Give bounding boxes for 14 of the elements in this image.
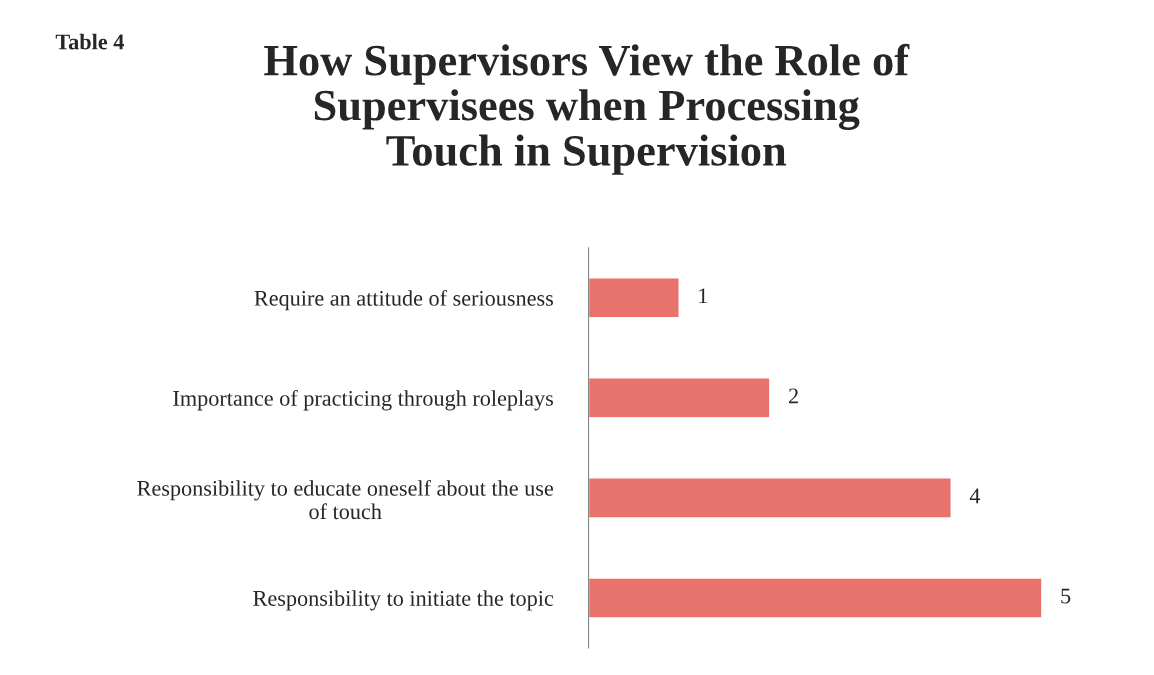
bar <box>588 577 1043 619</box>
caption: Table 4 <box>55 33 124 50</box>
bar <box>588 477 952 519</box>
y-tick-label: Importance of practicing through roleplays <box>173 390 554 411</box>
data-label: 2 <box>788 388 798 404</box>
y-tick-label: Require an attitude of seriousness <box>254 289 553 311</box>
data-label: 4 <box>969 488 981 504</box>
data-label: 1 <box>699 288 708 304</box>
y-tick-label: Responsibility to educate oneself about the use of touch <box>137 479 554 520</box>
data-label: 5 <box>1061 588 1071 604</box>
bar <box>588 277 680 319</box>
bar <box>588 377 771 419</box>
y-tick-label: Responsibility to initiate the topic <box>253 590 554 611</box>
chart-title: How Supervisors View the Role of Supervisees when Processing Touch in Supervision <box>264 43 910 175</box>
